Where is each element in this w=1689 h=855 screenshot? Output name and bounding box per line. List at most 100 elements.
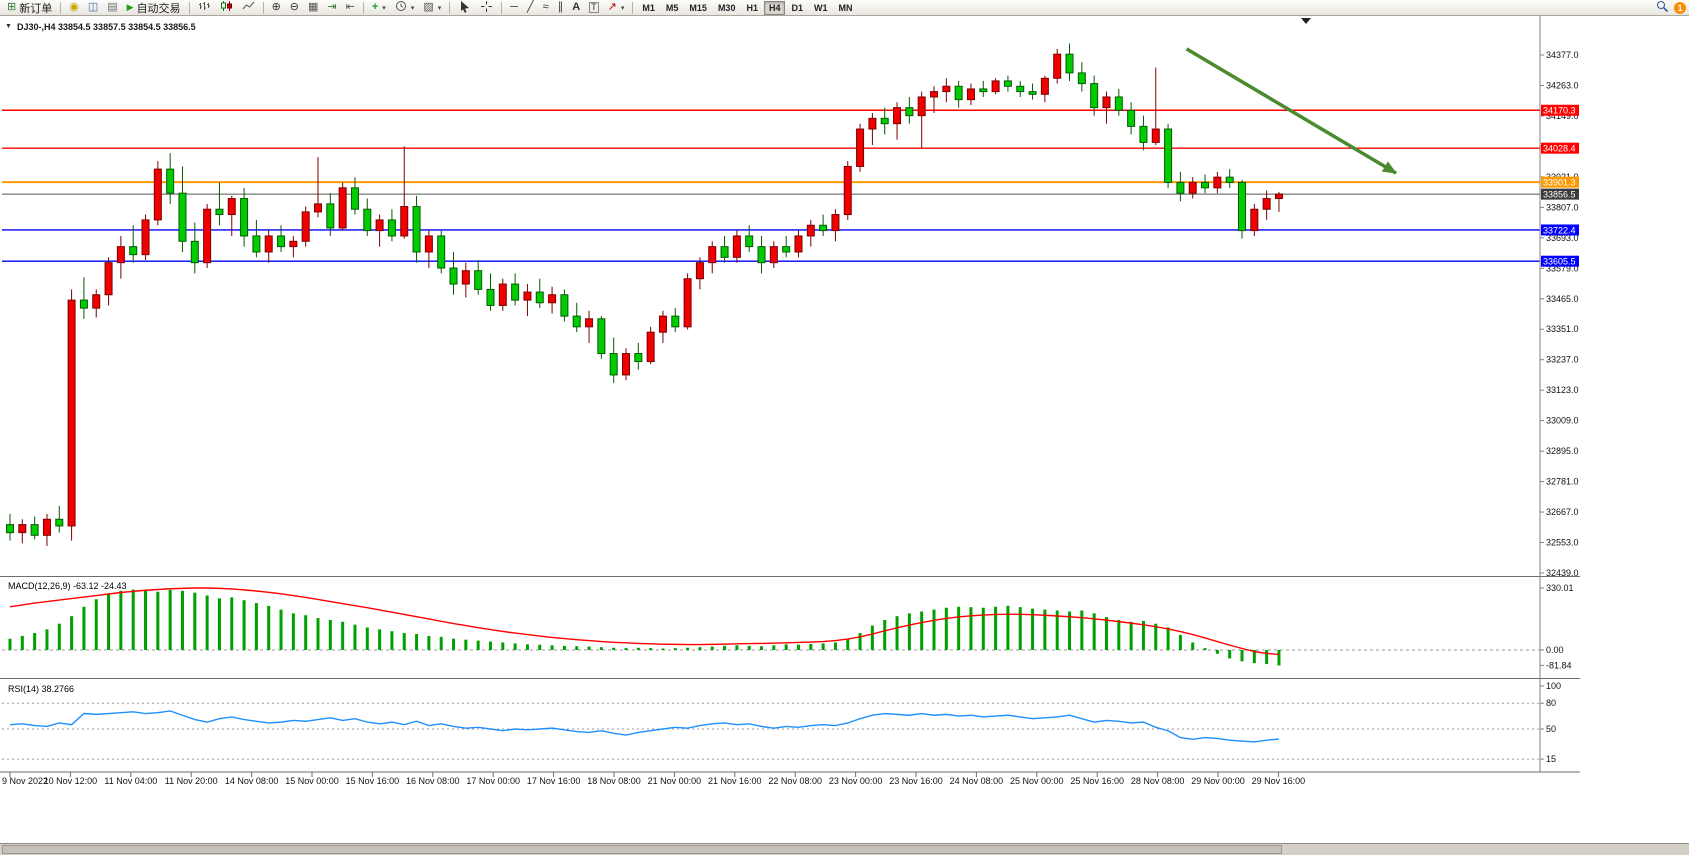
chart-shift-button[interactable]: ⇤ <box>342 1 359 15</box>
line-chart-button[interactable] <box>238 1 259 15</box>
timeframe-button-m1[interactable]: M1 <box>637 1 660 15</box>
timeframe-button-h1[interactable]: H1 <box>741 1 763 15</box>
time-label: 18 Nov 08:00 <box>587 776 641 786</box>
svg-text:32895.0: 32895.0 <box>1546 446 1579 456</box>
price-badge <box>1541 255 1579 267</box>
auto-trading-button[interactable]: ▶ 自动交易 <box>123 1 185 15</box>
cursor-icon <box>458 0 471 16</box>
text-label-icon: T <box>589 2 599 13</box>
candlestick-chart-button[interactable] <box>216 1 237 15</box>
auto-trading-label: 自动交易 <box>136 2 181 15</box>
toolbar-separator <box>362 1 364 14</box>
channel-button[interactable]: ∥ <box>554 1 568 15</box>
rsi-panel: 100 80 50 15 RSI(14) 38.2766 <box>0 678 1580 764</box>
market-watch-icon: ◉ <box>69 1 79 13</box>
time-label: 16 Nov 08:00 <box>406 776 460 786</box>
new-order-button[interactable]: ⊞ 新订单 <box>3 1 56 15</box>
auto-trading-icon: ▶ <box>126 2 134 12</box>
svg-text:33856.5: 33856.5 <box>1543 190 1576 200</box>
chart-collapse-icon[interactable]: ▼ <box>5 23 12 30</box>
time-label: 14 Nov 08:00 <box>225 776 279 786</box>
price-badge <box>1541 176 1579 188</box>
toolbar-separator <box>501 1 503 14</box>
svg-text:34149.0: 34149.0 <box>1546 111 1579 121</box>
chevron-down-icon: ▾ <box>410 4 415 12</box>
horizontal-line-button[interactable]: ─ <box>506 1 522 15</box>
chart-shift-marker-icon[interactable] <box>1301 18 1311 24</box>
time-label: 15 Nov 16:00 <box>346 776 400 786</box>
svg-text:-81.84: -81.84 <box>1546 660 1572 670</box>
indicators-plus-icon: + <box>371 1 379 13</box>
zoom-in-icon: ⊕ <box>271 1 281 13</box>
crosshair-button[interactable] <box>476 0 497 15</box>
macd-signal-line <box>9 587 1280 656</box>
chevron-down-icon: ▾ <box>620 4 625 12</box>
time-label: 11 Nov 04:00 <box>104 776 157 786</box>
tile-windows-button[interactable]: ▦ <box>304 1 322 15</box>
fibonacci-icon: ≈ <box>542 1 549 13</box>
svg-text:0.00: 0.00 <box>1546 645 1564 655</box>
toolbar-separator <box>60 1 62 14</box>
svg-text:15: 15 <box>1546 754 1556 764</box>
notification-badge[interactable]: 1 <box>1674 1 1686 14</box>
timeframe-group: M1 M5 M15 M30 H1 H4 D1 W1 MN <box>637 0 858 15</box>
toolbar: ⊞ 新订单 ◉ ◫ ▤ ▶ 自动交易 ⊕ ⊖ <box>0 0 1689 16</box>
tile-windows-icon: ▦ <box>308 1 319 13</box>
timeframe-button-m5[interactable]: M5 <box>661 1 684 15</box>
text-label-button[interactable]: T <box>585 1 603 15</box>
time-label: 17 Nov 16:00 <box>527 776 581 786</box>
line-chart-icon <box>242 0 255 15</box>
zoom-in-button[interactable]: ⊕ <box>268 1 285 15</box>
new-order-icon: ⊞ <box>7 1 17 13</box>
cursor-button[interactable] <box>454 0 475 16</box>
svg-text:50: 50 <box>1546 724 1556 734</box>
toolbar-separator <box>262 1 264 14</box>
auto-scroll-button[interactable]: ⇥ <box>323 1 340 15</box>
scrollbar-thumb[interactable] <box>2 845 1282 854</box>
toolbar-separator <box>188 1 190 14</box>
price-scale[interactable]: 34377.034263.034149.034035.033921.033807… <box>1539 16 1579 772</box>
timeframe-button-h4[interactable]: H4 <box>763 0 786 15</box>
timeframe-button-m15[interactable]: M15 <box>684 1 712 15</box>
time-label: 25 Nov 00:00 <box>1010 776 1064 786</box>
navigator-button[interactable]: ▤ <box>103 1 121 15</box>
rsi-line <box>9 710 1280 743</box>
templates-button[interactable]: ▨ ▾ <box>419 1 445 15</box>
auto-scroll-icon: ⇥ <box>327 1 337 13</box>
market-watch-button[interactable]: ◉ <box>65 1 83 15</box>
chart-shift-icon: ⇤ <box>345 1 355 13</box>
price-badge <box>1541 188 1579 200</box>
navigator-icon: ▤ <box>107 1 118 13</box>
svg-text:80: 80 <box>1546 698 1556 708</box>
timeframe-button-w1[interactable]: W1 <box>809 1 833 15</box>
zoom-out-button[interactable]: ⊖ <box>286 1 303 15</box>
svg-text:33807.0: 33807.0 <box>1546 202 1579 212</box>
trading-chart[interactable]: 34377.034263.034149.034035.033921.033807… <box>0 0 1689 820</box>
svg-text:34377.0: 34377.0 <box>1546 50 1579 60</box>
timeframe-button-mn[interactable]: MN <box>834 1 858 15</box>
toolbar-separator <box>449 1 451 14</box>
horizontal-lines-layer[interactable] <box>2 109 1540 262</box>
time-label: 9 Nov 2022 <box>2 776 48 786</box>
periods-button[interactable]: ▾ <box>391 1 419 15</box>
trendline-button[interactable]: ╱ <box>523 1 538 15</box>
svg-text:33009.0: 33009.0 <box>1546 416 1579 426</box>
charts-button[interactable]: ◫ <box>84 1 102 15</box>
price-badge <box>1541 224 1579 236</box>
indicators-button[interactable]: + ▾ <box>368 1 390 15</box>
horizontal-line-icon: ─ <box>510 1 519 13</box>
horizontal-scrollbar[interactable] <box>0 843 1689 855</box>
time-label: 15 Nov 00:00 <box>285 776 339 786</box>
arrows-button[interactable]: ↗ ▾ <box>604 1 629 15</box>
macd-label: MACD(12,26,9) -63.12 -24.43 <box>8 581 127 591</box>
price-badge <box>1541 142 1579 154</box>
bar-chart-button[interactable] <box>194 1 215 15</box>
text-button[interactable]: A <box>568 1 584 15</box>
timeframe-button-m30[interactable]: M30 <box>713 1 741 15</box>
fibonacci-button[interactable]: ≈ <box>539 1 553 15</box>
price-badge <box>1541 104 1579 116</box>
search-button[interactable] <box>1652 0 1673 15</box>
trend-arrow[interactable] <box>1185 47 1397 175</box>
timeframe-button-d1[interactable]: D1 <box>786 1 808 15</box>
